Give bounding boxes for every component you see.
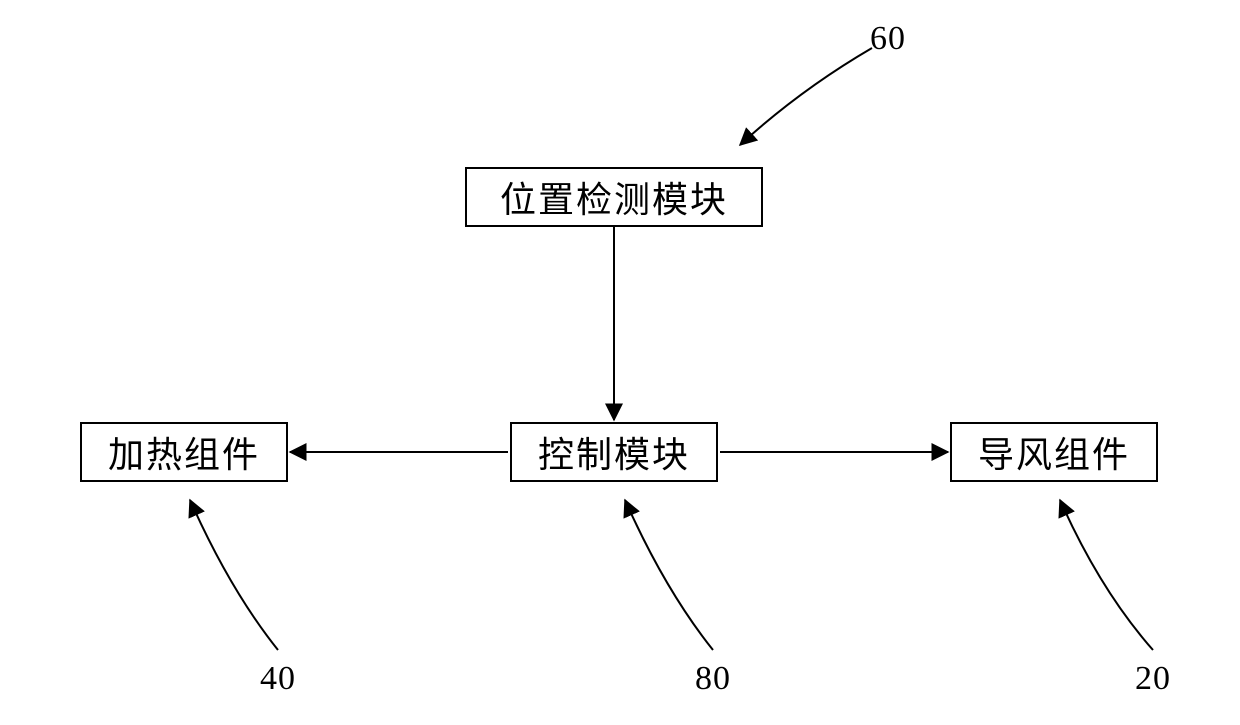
ref-curve-60 [740, 48, 872, 145]
node-heating: 加热组件 [80, 422, 288, 482]
node-label: 导风组件 [978, 426, 1130, 478]
ref-label-40: 40 [260, 660, 296, 698]
node-label: 位置检测模块 [500, 171, 728, 223]
diagram-edges [0, 0, 1240, 725]
ref-curve-20 [1060, 500, 1153, 650]
ref-curve-80 [625, 500, 713, 650]
node-label: 加热组件 [108, 426, 260, 478]
ref-label-60: 60 [870, 20, 906, 58]
node-position-detect: 位置检测模块 [465, 167, 763, 227]
node-airguide: 导风组件 [950, 422, 1158, 482]
node-label: 控制模块 [538, 426, 690, 478]
ref-curve-40 [190, 500, 278, 650]
ref-label-80: 80 [695, 660, 731, 698]
ref-label-20: 20 [1135, 660, 1171, 698]
node-control: 控制模块 [510, 422, 718, 482]
